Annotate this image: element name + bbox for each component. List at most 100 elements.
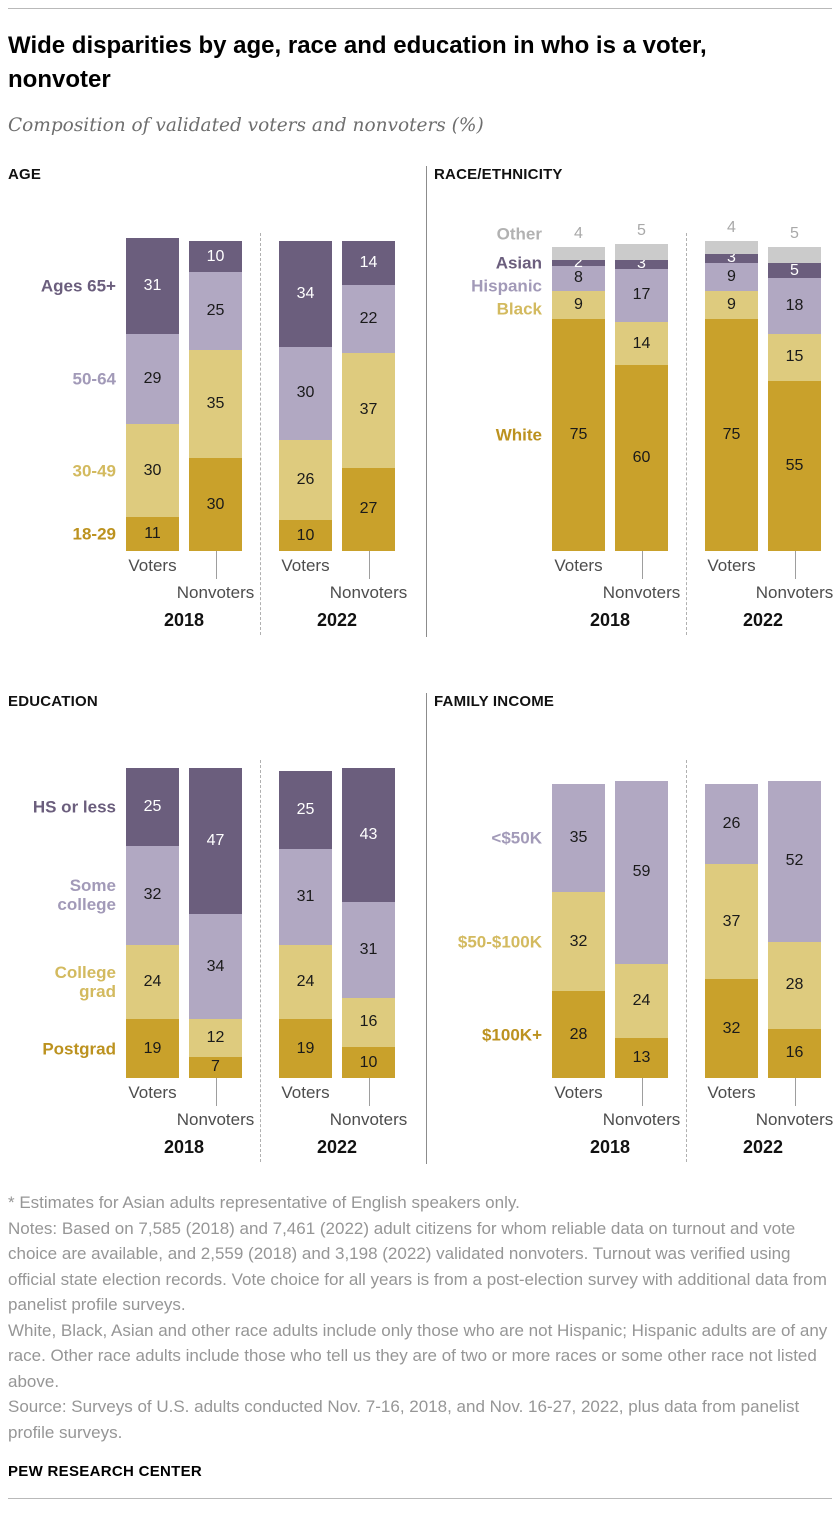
segment-value-ages-65: 14: [359, 253, 378, 271]
panel-education: EDUCATION 19 24 32 25 7 12 34 47 19 24 31 25 10 16 31 4…: [8, 693, 426, 1164]
segment-50k: 35: [552, 783, 605, 893]
segment-value-18-29: 11: [144, 525, 161, 543]
legend-50-100k: $50-$100K: [457, 932, 542, 952]
nonvoters-tick: [368, 1078, 370, 1107]
axis-area: 2018 Voters Nonvoters 2022 Voters Nonvoters: [8, 551, 426, 637]
segment-value-black: 14: [632, 334, 651, 352]
segment-hs-or-less: 43: [342, 768, 395, 902]
segment-value-ages-65: 31: [143, 277, 162, 295]
bar-voters-2022: 75 9 9 3 4: [705, 220, 758, 552]
legend-some-college: Some college: [57, 876, 116, 915]
segment-value-postgrad: 10: [359, 1053, 378, 1071]
segment-other: [768, 247, 821, 263]
bottom-rule: [8, 1497, 832, 1499]
voters-axis-label: Voters: [707, 1083, 756, 1103]
segment-30-49: 37: [342, 352, 395, 468]
segment-value-ages-65: 10: [206, 247, 225, 265]
panel-title-race-ethnicity: RACE/ETHNICITY: [434, 166, 563, 184]
legend-white: White: [495, 425, 542, 445]
segment-value-asian: 5: [790, 261, 799, 279]
bar-nonvoters-2018: 60 14 17 3 5: [615, 223, 668, 552]
segment-value-college-grad: 16: [359, 1013, 378, 1031]
segment-100k: 16: [768, 1028, 821, 1079]
bar-voters-2022: 10 26 30 34: [279, 233, 332, 552]
segment-college-grad: 24: [126, 944, 179, 1020]
segment-ages-65: 14: [342, 241, 395, 285]
segment-asian: 2: [552, 254, 605, 270]
legend-50k: <$50K: [491, 828, 542, 848]
year-label-2022: 2022: [316, 1137, 358, 1158]
panel-title-education: EDUCATION: [8, 693, 98, 711]
chart-area: 28 32 35 13 24 59 32 37 26 16 28 52 <$50K $50-$100K $1…: [434, 760, 832, 1079]
segment-ages-65: 34: [279, 241, 332, 347]
segment-value-50-100k: 24: [632, 991, 651, 1009]
nonvoters-tick: [641, 1078, 643, 1107]
footer-notes-1: Notes: Based on 7,585 (2018) and 7,461 (…: [8, 1218, 827, 1315]
voters-axis-label: Voters: [128, 556, 177, 576]
segment-postgrad: 10: [342, 1047, 395, 1079]
segment-value-50-64: 29: [143, 370, 162, 388]
group-divider-dashed: [686, 760, 687, 1163]
segment-value-other: 4: [574, 225, 583, 243]
voters-axis-label: Voters: [707, 556, 756, 576]
segment-value-college-grad: 24: [143, 973, 162, 991]
nonvoters-tick: [794, 1078, 796, 1107]
segment-value-hs-or-less: 25: [296, 801, 315, 819]
segment-30-49: 35: [189, 349, 242, 459]
segment-50-100k: 37: [705, 864, 758, 980]
segment-hispanic: 8: [552, 266, 605, 291]
segment-50-64: 22: [342, 284, 395, 353]
panel-age: AGE 11 30 29 31 30 35 25 10 10 26 30 34 27 37 22 14 Ages…: [8, 166, 426, 637]
segment-hispanic: 9: [705, 262, 758, 291]
segment-18-29: 27: [342, 467, 395, 552]
segment-value-postgrad: 7: [211, 1058, 220, 1076]
segment-value-hs-or-less: 47: [206, 832, 225, 850]
segment-college-grad: 12: [189, 1019, 242, 1057]
segment-value-postgrad: 19: [296, 1039, 315, 1057]
segment-50-64: 25: [189, 272, 242, 350]
segment-value-hs-or-less: 25: [143, 797, 162, 815]
segment-value-some-college: 31: [296, 887, 315, 905]
segment-asian: 5: [768, 261, 821, 279]
segment-ages-65: 31: [126, 238, 179, 335]
segment-value-white: 75: [722, 425, 741, 443]
voters-axis-label: Voters: [281, 1083, 330, 1103]
nonvoters-tick: [641, 551, 643, 580]
nonvoters-axis-label: Nonvoters: [755, 583, 834, 603]
segment-value-30-49: 35: [206, 394, 225, 412]
segment-hs-or-less: 25: [279, 771, 332, 849]
segment-value-asian: 3: [727, 249, 736, 267]
year-label-2018: 2018: [163, 1137, 205, 1158]
nonvoters-tick: [368, 551, 370, 580]
year-label-2022: 2022: [742, 1137, 784, 1158]
year-label-2022: 2022: [742, 610, 784, 631]
bar-nonvoters-2022: 55 15 18 5 5: [768, 226, 821, 552]
segment-hs-or-less: 25: [126, 768, 179, 846]
segment-college-grad: 24: [279, 944, 332, 1020]
segment-50-100k: 28: [768, 941, 821, 1029]
segment-hispanic: 18: [768, 278, 821, 335]
legend-black: Black: [496, 299, 542, 319]
voters-axis-label: Voters: [128, 1083, 177, 1103]
voters-axis-label: Voters: [554, 1083, 603, 1103]
segment-100k: 32: [705, 979, 758, 1079]
segment-white: 55: [768, 380, 821, 552]
legend-hs-or-less: HS or less: [32, 797, 116, 817]
segment-other: [552, 247, 605, 260]
bar-voters-2022: 32 37 26: [705, 760, 758, 1079]
segment-black: 15: [768, 334, 821, 381]
chart-area: 11 30 29 31 30 35 25 10 10 26 30 34 27 37 22 14 Ages 65+…: [8, 233, 426, 552]
footer-source: Source: Surveys of U.S. adults conducted…: [8, 1397, 800, 1442]
page-subtitle: Composition of validated voters and nonv…: [8, 115, 484, 137]
segment-18-29: 11: [126, 517, 179, 552]
segment-value-black: 9: [727, 295, 736, 313]
segment-100k: 13: [615, 1037, 668, 1079]
segment-value-hispanic: 9: [727, 267, 736, 285]
segment-some-college: 31: [279, 848, 332, 945]
legend-college-grad: College grad: [54, 963, 116, 1002]
footer-asterisk-note: * Estimates for Asian adults representat…: [8, 1193, 520, 1213]
bar-nonvoters-2022: 10 16 31 43: [342, 760, 395, 1079]
legend-hispanic: Hispanic: [471, 276, 542, 296]
group-divider-dashed: [260, 233, 261, 636]
segment-value-black: 9: [574, 295, 583, 313]
